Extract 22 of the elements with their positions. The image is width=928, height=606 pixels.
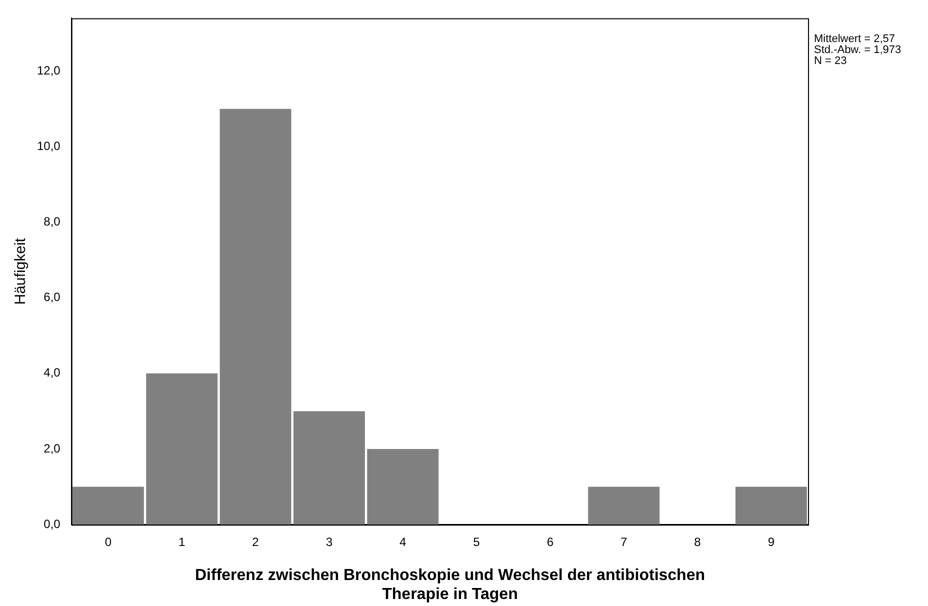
x-tick-label: 1 <box>178 535 186 550</box>
x-tick-label: 9 <box>768 535 775 550</box>
y-tick-label: 4,0 <box>44 366 61 380</box>
text: Mittelwert = 2,57 <box>814 33 896 45</box>
x-tick-label: 5 <box>473 535 480 550</box>
y-tick-label: 8,0 <box>44 214 61 229</box>
x-tick-label: 7 <box>620 535 628 550</box>
x-tick-label: 0 <box>104 535 112 550</box>
y-tick-label: 6,0 <box>44 290 61 304</box>
y-tick-label: 10,0 <box>36 139 61 153</box>
text: Std.-Abw. = 1,973 <box>814 44 902 56</box>
x-tick-label: 2 <box>252 535 260 550</box>
x-tick-label: 8 <box>694 535 702 550</box>
text: N = 23 <box>814 55 848 67</box>
y-tick-label: 0,0 <box>44 516 61 531</box>
x-tick-label: 6 <box>546 535 554 550</box>
x-axis-title: Differenz zwischen Bronchoskopie und Wechsel der antibiotischen Therapie in Tagen <box>194 566 706 604</box>
x-tick-label: 4 <box>400 535 406 550</box>
x-tick-label: 3 <box>326 535 333 550</box>
y-tick-label: 2,0 <box>44 441 61 456</box>
y-tick-label: 12,0 <box>36 63 61 78</box>
y-axis-title: Häufigkeit <box>12 237 30 305</box>
